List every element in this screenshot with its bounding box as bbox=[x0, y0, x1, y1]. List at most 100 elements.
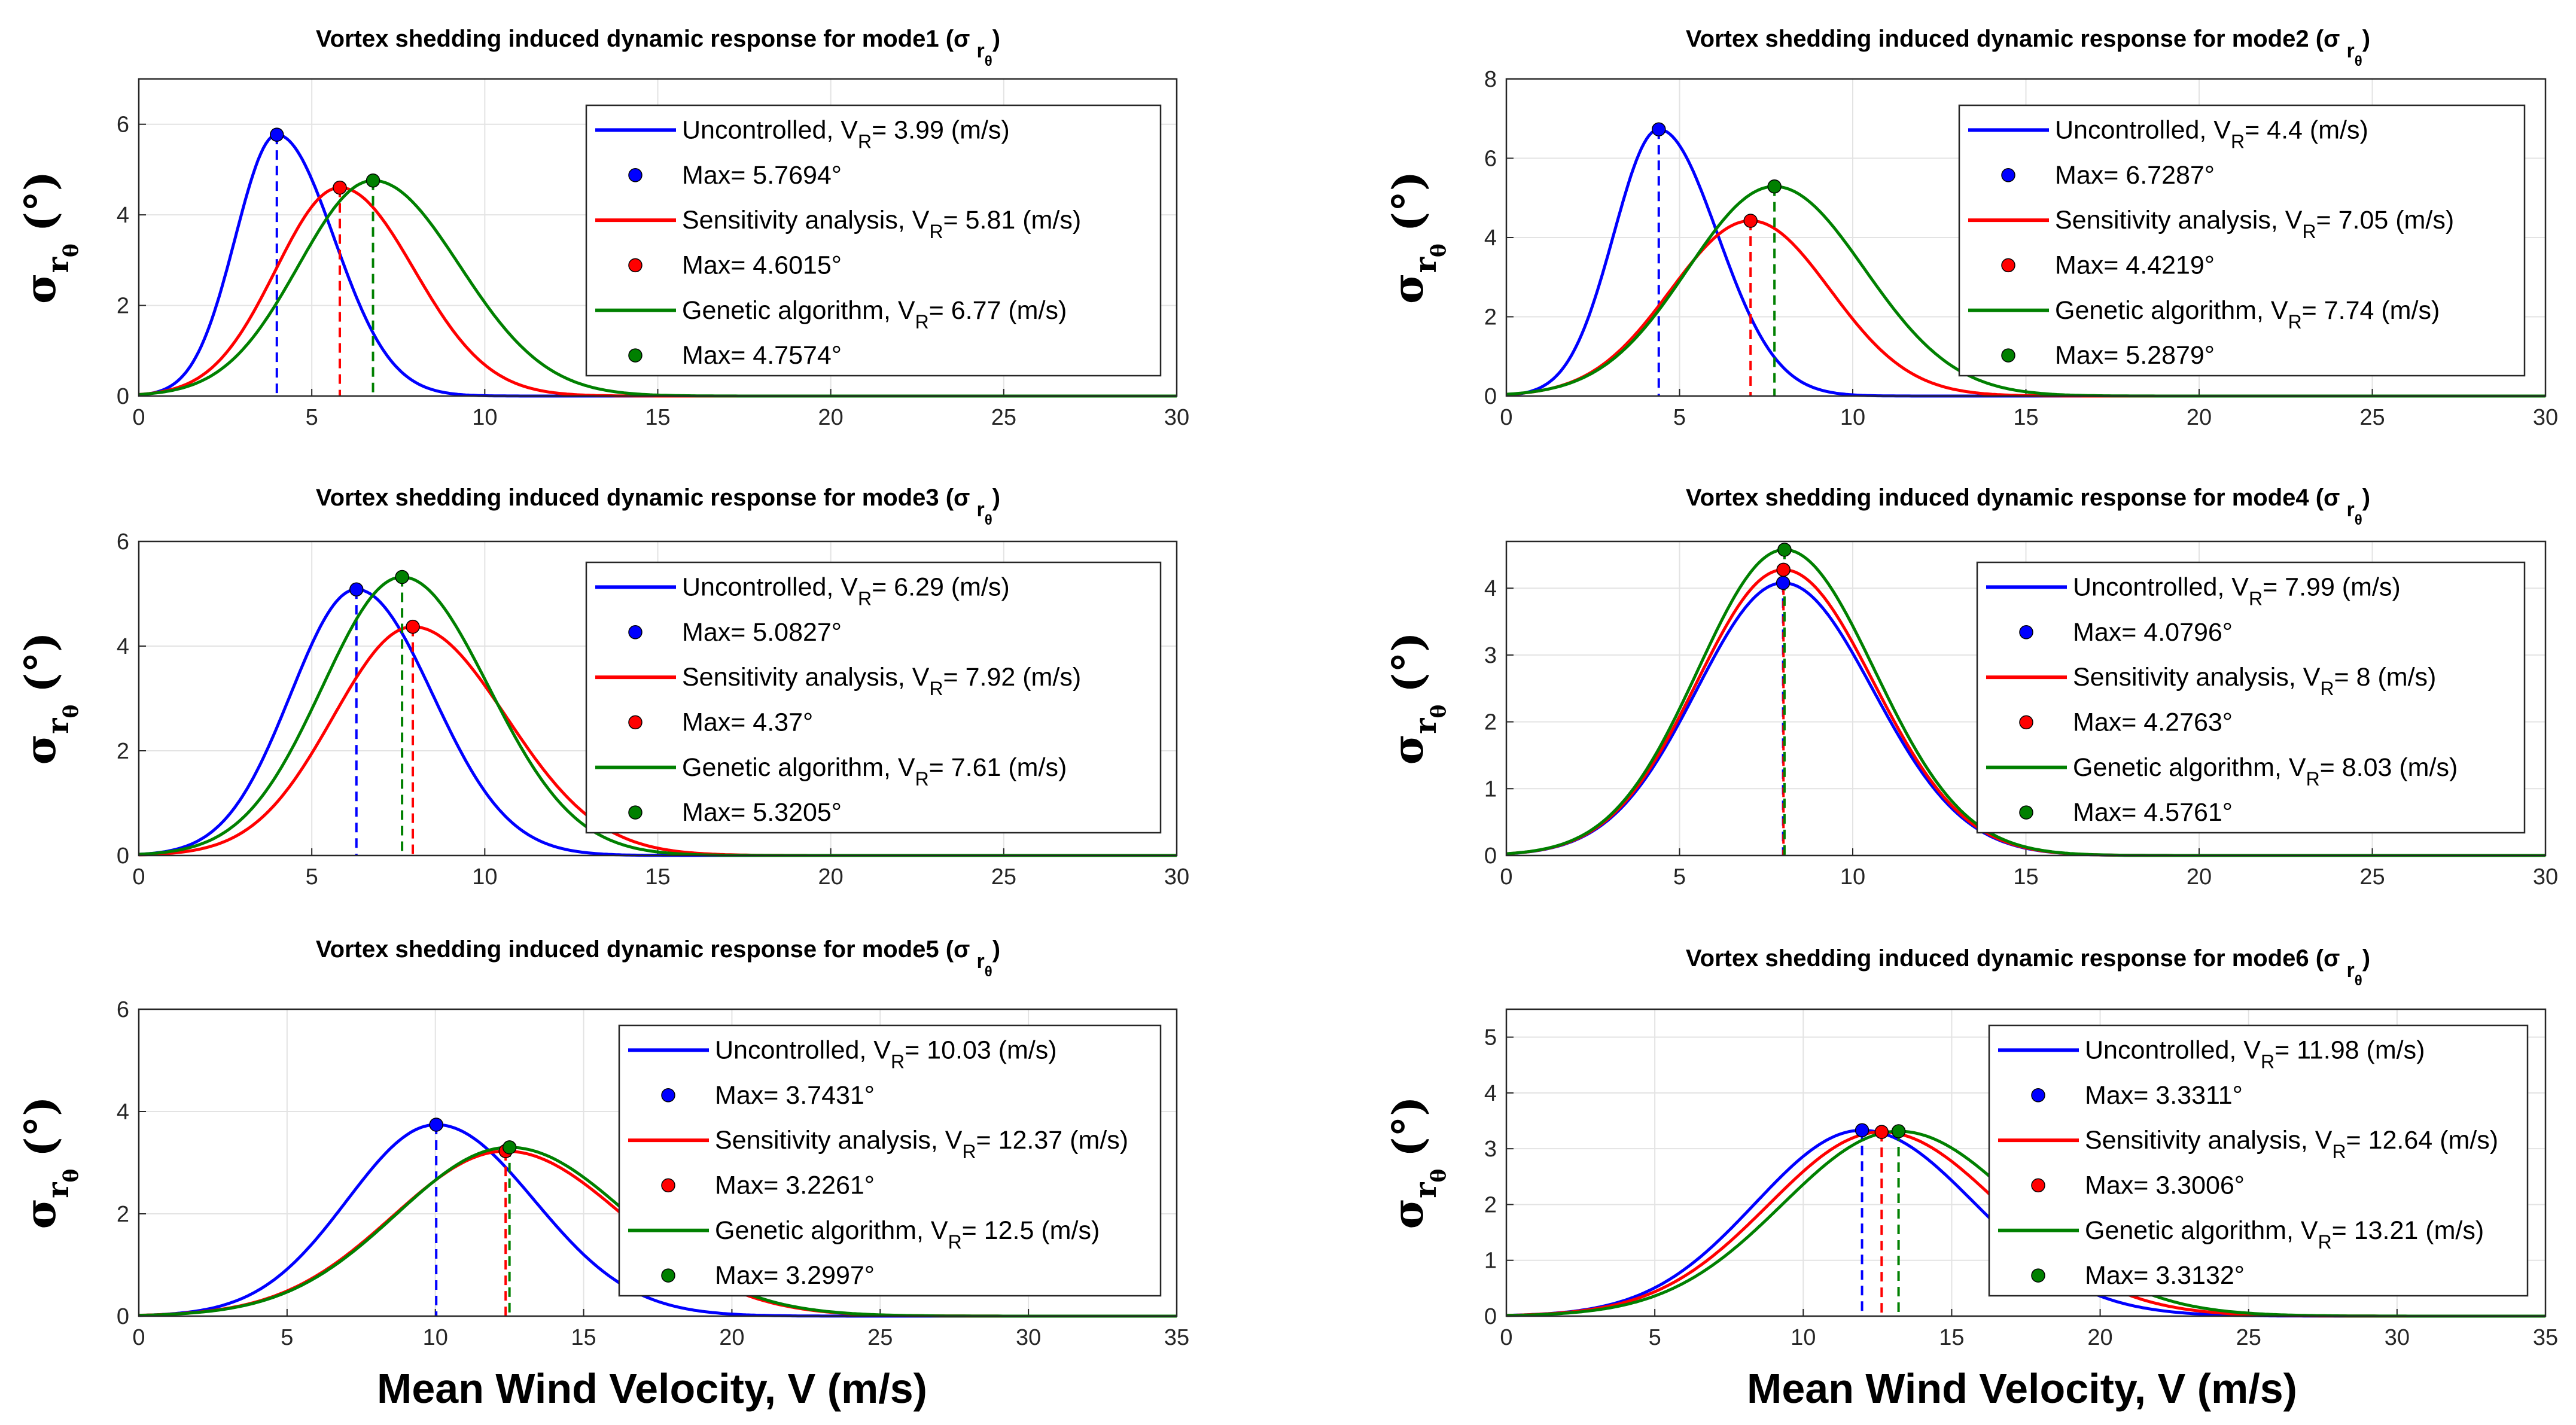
y-tick-label: 3 bbox=[1484, 643, 1497, 668]
axes-frame bbox=[1505, 1008, 2547, 1317]
y-label-subscript-r: r bbox=[40, 718, 75, 734]
legend-vr-value: = 7.92 (m/s) bbox=[943, 663, 1082, 692]
chart-title: Vortex shedding induced dynamic response… bbox=[1686, 485, 2370, 528]
y-tick-label: 0 bbox=[117, 844, 129, 869]
legend-max-uncontrolled: Max= 3.3311° bbox=[2085, 1081, 2243, 1110]
x-tick-label: 15 bbox=[2013, 405, 2038, 430]
chart-panel-2: Vortex shedding induced dynamic response… bbox=[1383, 26, 2558, 430]
legend-vr-value: = 6.77 (m/s) bbox=[929, 296, 1067, 325]
x-tick-label: 20 bbox=[818, 405, 844, 430]
y-label-unit: (°) bbox=[1383, 171, 1433, 232]
y-tick-label: 6 bbox=[117, 529, 129, 555]
legend-max-uncontrolled: Max= 5.7694° bbox=[682, 161, 842, 190]
y-label-subscript-r: r bbox=[40, 257, 75, 273]
y-tick-label: 1 bbox=[1484, 777, 1497, 802]
legend-vr-value: = 7.61 (m/s) bbox=[929, 753, 1067, 782]
x-axis-label-right: Mean Wind Velocity, V (m/s) bbox=[1747, 1365, 2297, 1412]
x-tick-label: 20 bbox=[719, 1325, 744, 1350]
y-label-subscript-theta: θ bbox=[59, 705, 83, 718]
legend-subscript-R: R bbox=[2249, 587, 2263, 609]
x-tick-label: 0 bbox=[132, 1325, 145, 1350]
y-label-unit: (°) bbox=[1383, 1097, 1433, 1157]
x-tick-label: 30 bbox=[1016, 1325, 1041, 1350]
legend-max-sensitivity: Max= 3.3006° bbox=[2085, 1171, 2245, 1199]
peak-marker-sensitivity bbox=[333, 180, 347, 195]
x-tick-label: 0 bbox=[132, 864, 145, 890]
x-tick-label: 30 bbox=[1164, 405, 1189, 430]
x-tick-label: 20 bbox=[2187, 405, 2212, 430]
legend-max-genetic: Max= 5.3205° bbox=[682, 798, 842, 827]
legend-subscript-R: R bbox=[2302, 221, 2316, 242]
axes-frame bbox=[1505, 540, 2547, 857]
x-tick-label: 15 bbox=[2013, 864, 2038, 890]
legend-max-uncontrolled: Max= 3.7431° bbox=[715, 1081, 875, 1110]
peak-marker-sensitivity bbox=[1776, 562, 1791, 577]
legend-subscript-R: R bbox=[858, 130, 872, 152]
legend-vr-value: = 4.4 (m/s) bbox=[2245, 115, 2368, 144]
title-close-paren: ) bbox=[2362, 485, 2370, 511]
legend-max-sensitivity: Max= 4.2763° bbox=[2073, 708, 2233, 736]
legend-max-genetic: Max= 3.2997° bbox=[715, 1261, 875, 1290]
x-tick-label: 30 bbox=[2385, 1325, 2410, 1350]
y-tick-label: 2 bbox=[1484, 1192, 1497, 1217]
y-tick-label: 2 bbox=[117, 739, 129, 764]
y-tick-label: 5 bbox=[1484, 1025, 1497, 1051]
legend: Uncontrolled, VR= 3.99 (m/s)Max= 5.7694°… bbox=[585, 104, 1162, 377]
peak-marker-genetic bbox=[502, 1140, 517, 1155]
y-label-unit: (°) bbox=[16, 1097, 65, 1157]
x-tick-label: 5 bbox=[306, 864, 318, 890]
y-tick-label: 0 bbox=[117, 1304, 129, 1329]
peak-marker-uncontrolled bbox=[1855, 1123, 1869, 1138]
legend-subscript-R: R bbox=[2332, 1141, 2346, 1162]
x-tick-label: 5 bbox=[281, 1325, 293, 1350]
chart-title: Vortex shedding induced dynamic response… bbox=[1686, 26, 2370, 69]
legend-marker-genetic bbox=[661, 1268, 675, 1283]
x-tick-label: 0 bbox=[132, 405, 145, 430]
peak-marker-sensitivity bbox=[1743, 214, 1758, 228]
x-tick-label: 20 bbox=[2087, 1325, 2112, 1350]
y-tick-label: 4 bbox=[117, 634, 129, 659]
legend-subscript-R: R bbox=[2320, 678, 2334, 699]
legend-max-sensitivity: Max= 4.6015° bbox=[682, 251, 842, 279]
legend-vr-value: = 6.29 (m/s) bbox=[872, 573, 1010, 601]
x-tick-label: 15 bbox=[645, 864, 670, 890]
legend-marker-uncontrolled bbox=[661, 1088, 675, 1103]
chart-panel-6: Vortex shedding induced dynamic response… bbox=[1383, 945, 2558, 1350]
y-label-unit: (°) bbox=[16, 171, 65, 232]
y-tick-label: 1 bbox=[1484, 1249, 1497, 1274]
y-label-subscript-theta: θ bbox=[59, 243, 83, 257]
x-tick-label: 5 bbox=[1649, 1325, 1661, 1350]
legend-marker-uncontrolled bbox=[2019, 625, 2033, 640]
legend-subscript-R: R bbox=[915, 311, 929, 333]
x-tick-label: 10 bbox=[472, 405, 497, 430]
legend-max-sensitivity: Max= 3.2261° bbox=[715, 1171, 875, 1199]
legend-subscript-R: R bbox=[2318, 1231, 2332, 1253]
legend: Uncontrolled, VR= 11.98 (m/s)Max= 3.3311… bbox=[1988, 1024, 2529, 1297]
legend-marker-genetic bbox=[2019, 805, 2033, 820]
legend-vr-value: = 12.37 (m/s) bbox=[976, 1126, 1129, 1155]
legend: Uncontrolled, VR= 6.29 (m/s)Max= 5.0827°… bbox=[585, 561, 1162, 834]
chart-panel-3: Vortex shedding induced dynamic response… bbox=[16, 485, 1189, 890]
legend-subscript-R: R bbox=[2306, 768, 2320, 790]
chart-title: Vortex shedding induced dynamic response… bbox=[316, 26, 1000, 69]
title-subscript-theta: θ bbox=[2355, 973, 2362, 989]
legend-vr-value: = 12.64 (m/s) bbox=[2346, 1126, 2499, 1155]
legend-box bbox=[1976, 561, 2526, 834]
legend-vr-value: = 12.5 (m/s) bbox=[962, 1216, 1100, 1245]
legend-subscript-R: R bbox=[2288, 311, 2302, 333]
legend-marker-sensitivity bbox=[2019, 715, 2033, 730]
legend-vr-value: = 3.99 (m/s) bbox=[872, 115, 1010, 144]
legend-vr-value: = 8 (m/s) bbox=[2334, 663, 2437, 692]
legend-marker-uncontrolled bbox=[628, 168, 643, 182]
x-axis-label-left: Mean Wind Velocity, V (m/s) bbox=[377, 1365, 927, 1412]
title-subscript-theta: θ bbox=[985, 53, 992, 69]
legend-subscript-R: R bbox=[962, 1141, 976, 1162]
legend-marker-uncontrolled bbox=[2001, 168, 2015, 182]
peak-marker-genetic bbox=[366, 173, 380, 188]
title-subscript-theta: θ bbox=[2355, 53, 2362, 69]
chart-title: Vortex shedding induced dynamic response… bbox=[316, 485, 1000, 528]
legend-marker-uncontrolled bbox=[628, 625, 643, 640]
x-tick-label: 30 bbox=[1164, 864, 1189, 890]
y-tick-label: 4 bbox=[117, 1100, 129, 1125]
legend-max-uncontrolled: Max= 5.0827° bbox=[682, 618, 842, 647]
